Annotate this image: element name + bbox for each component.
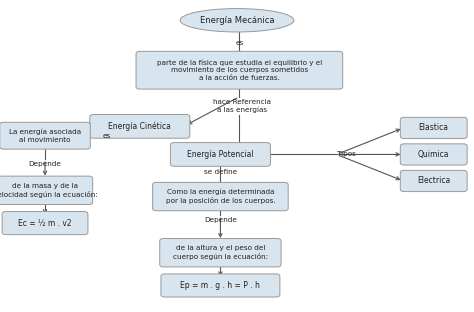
Text: Depende: Depende [28,161,62,167]
Text: hace Referencia
a las energías: hace Referencia a las energías [213,99,271,113]
Text: se define: se define [204,168,237,175]
Text: Depende: Depende [204,217,237,223]
Text: de la altura y el peso del
cuerpo según la ecuación:: de la altura y el peso del cuerpo según … [173,245,268,260]
Text: de la masa y de la
velocidad según la ecuación:: de la masa y de la velocidad según la ec… [0,183,97,198]
FancyBboxPatch shape [400,117,467,139]
FancyBboxPatch shape [171,143,270,166]
FancyBboxPatch shape [90,115,190,138]
FancyBboxPatch shape [136,51,343,89]
FancyBboxPatch shape [2,212,88,235]
Ellipse shape [180,8,294,32]
Text: Quimica: Quimica [418,150,449,159]
Text: Como la energía determinada
por la posición de los cuerpos.: Como la energía determinada por la posic… [165,189,275,204]
Text: Elastica: Elastica [419,124,449,132]
FancyBboxPatch shape [0,176,92,205]
FancyBboxPatch shape [400,170,467,192]
FancyBboxPatch shape [153,182,288,211]
Text: Tipos: Tipos [337,151,356,158]
Text: Energía Potencial: Energía Potencial [187,150,254,159]
Text: parte de la física que estudia el equilibrio y el
movimiento de los cuerpos some: parte de la física que estudia el equili… [157,60,322,81]
Text: Energía Mecánica: Energía Mecánica [200,16,274,25]
Text: es: es [235,40,244,46]
Text: Electrica: Electrica [417,177,450,185]
FancyBboxPatch shape [161,274,280,297]
FancyBboxPatch shape [160,238,281,267]
Text: Ec = ½ m . v2: Ec = ½ m . v2 [18,219,72,227]
Text: es: es [102,133,111,139]
Text: Energía Cinética: Energía Cinética [109,122,171,131]
FancyBboxPatch shape [400,144,467,165]
Text: Ep = m . g . h = P . h: Ep = m . g . h = P . h [181,281,260,290]
FancyBboxPatch shape [0,122,90,149]
Text: La energía asociada
al movimiento: La energía asociada al movimiento [9,129,81,143]
